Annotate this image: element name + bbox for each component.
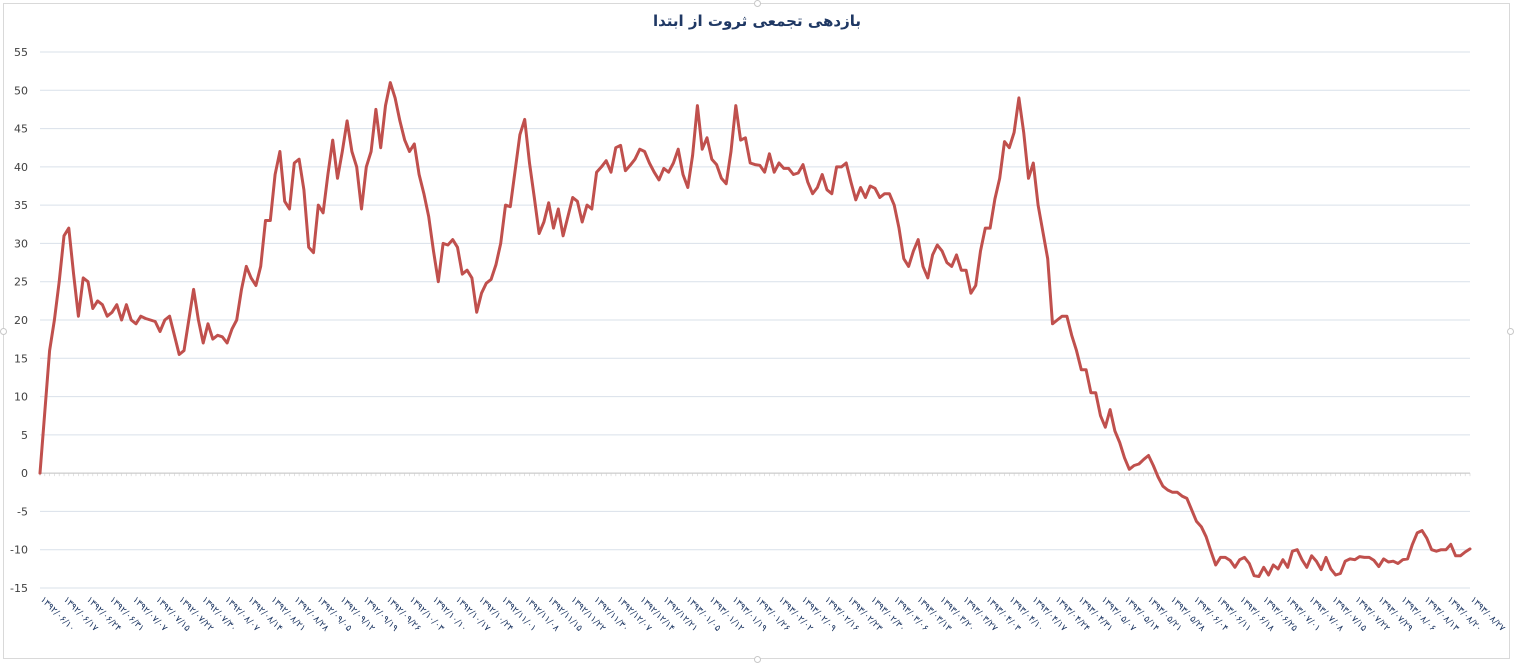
y-tick-label: 10 <box>14 391 28 404</box>
x-axis: ۱۳۹۲/۰۶/۱۰۱۳۹۲/۰۶/۱۷۱۳۹۲/۰۶/۲۴۱۳۹۲/۰۶/۳۱… <box>38 595 1507 634</box>
y-tick-label: 50 <box>14 84 28 97</box>
resize-handle-top[interactable] <box>754 0 761 7</box>
y-tick-label: 25 <box>14 276 28 289</box>
y-tick-label: -10 <box>10 544 28 557</box>
resize-handle-left[interactable] <box>0 328 7 335</box>
y-tick-label: 5 <box>21 429 28 442</box>
y-tick-label: 20 <box>14 314 28 327</box>
series-line <box>38 81 1472 578</box>
chart-title: بازدهی تجمعی ثروت از ابتدا <box>652 12 862 30</box>
y-axis: -15 -10 -5 0 5 10 15 20 25 30 35 40 45 50 55 <box>10 46 28 595</box>
y-tick-label: 15 <box>14 352 28 365</box>
y-tick-label: 35 <box>14 199 28 212</box>
y-tick-label: -15 <box>10 582 28 595</box>
y-tick-label: 55 <box>14 46 28 59</box>
gridlines <box>39 51 1471 589</box>
y-tick-label: 30 <box>14 237 28 250</box>
y-tick-label: -5 <box>17 505 28 518</box>
y-tick-label: 40 <box>14 161 28 174</box>
y-tick-label: 45 <box>14 123 28 136</box>
y-tick-label: 0 <box>21 467 28 480</box>
series-layer <box>38 81 1472 578</box>
